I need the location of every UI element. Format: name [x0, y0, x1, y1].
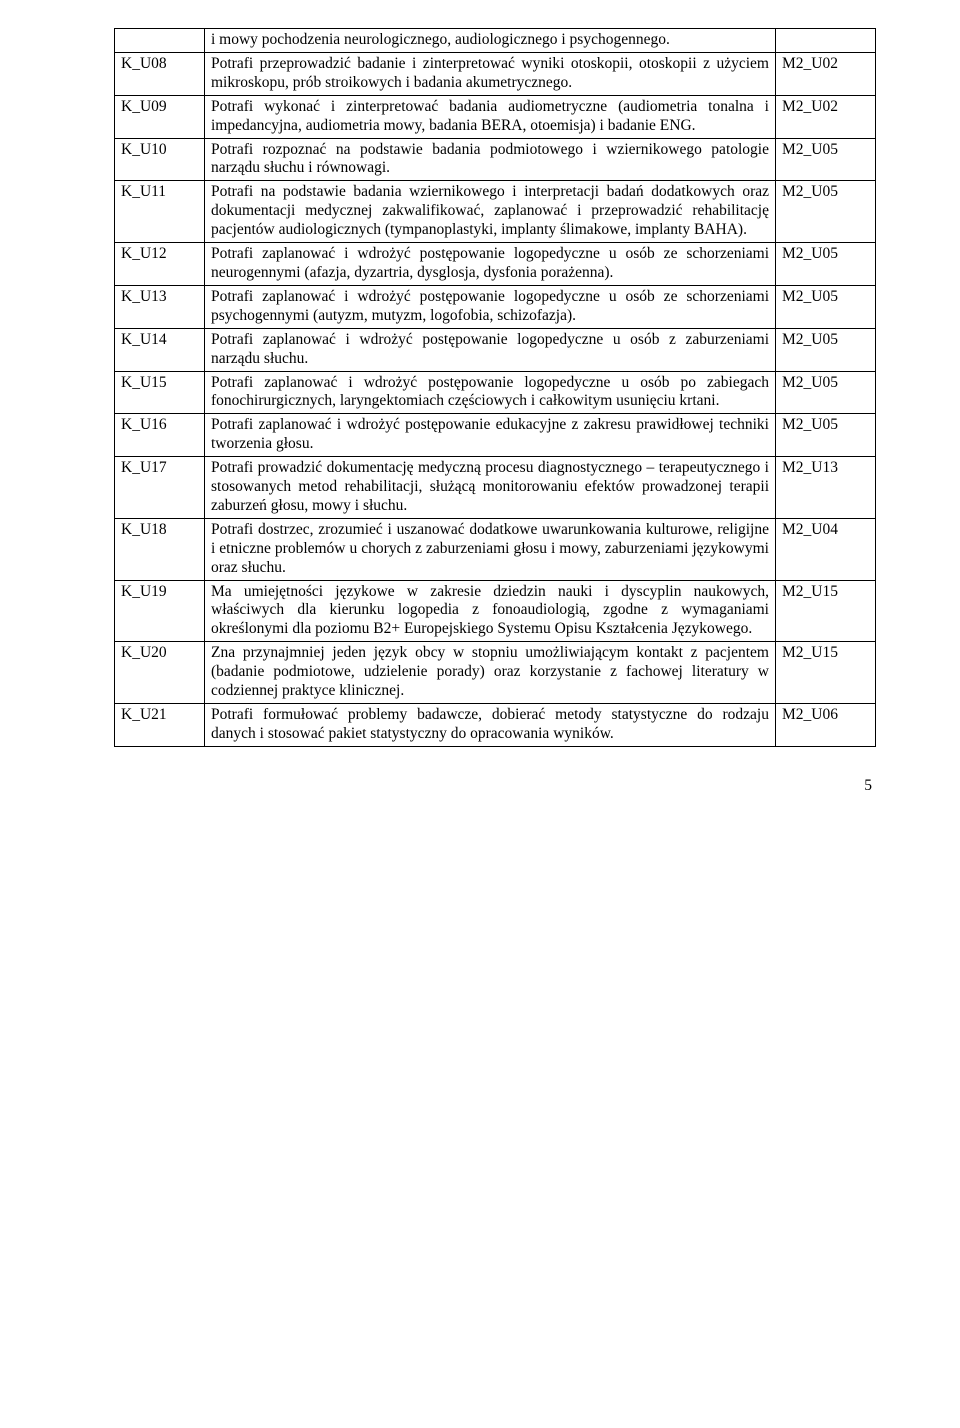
code-cell: K_U11: [115, 181, 205, 243]
code-cell: K_U09: [115, 95, 205, 138]
code-cell: K_U08: [115, 52, 205, 95]
ref-cell: M2_U15: [776, 580, 876, 642]
desc-cell: Potrafi zaplanować i wdrożyć postępowani…: [205, 414, 776, 457]
desc-cell: Potrafi dostrzec, zrozumieć i uszanować …: [205, 518, 776, 580]
ref-cell: M2_U05: [776, 328, 876, 371]
code-cell: K_U14: [115, 328, 205, 371]
ref-cell: M2_U05: [776, 285, 876, 328]
desc-cell: Potrafi formułować problemy badawcze, do…: [205, 704, 776, 747]
code-cell: K_U13: [115, 285, 205, 328]
desc-cell: Potrafi zaplanować i wdrożyć postępowani…: [205, 285, 776, 328]
code-cell: K_U12: [115, 243, 205, 286]
table-row: K_U19Ma umiejętności językowe w zakresie…: [115, 580, 876, 642]
desc-cell: Potrafi rozpoznać na podstawie badania p…: [205, 138, 776, 181]
table-row: K_U18Potrafi dostrzec, zrozumieć i uszan…: [115, 518, 876, 580]
desc-cell: Potrafi przeprowadzić badanie i zinterpr…: [205, 52, 776, 95]
desc-cell: Potrafi na podstawie badania wziernikowe…: [205, 181, 776, 243]
code-cell: K_U21: [115, 704, 205, 747]
code-cell: [115, 29, 205, 53]
ref-cell: M2_U02: [776, 95, 876, 138]
code-cell: K_U15: [115, 371, 205, 414]
desc-cell: i mowy pochodzenia neurologicznego, audi…: [205, 29, 776, 53]
ref-cell: M2_U13: [776, 457, 876, 519]
ref-cell: M2_U06: [776, 704, 876, 747]
code-cell: K_U10: [115, 138, 205, 181]
table-row: K_U13Potrafi zaplanować i wdrożyć postęp…: [115, 285, 876, 328]
ref-cell: M2_U05: [776, 414, 876, 457]
table-row: i mowy pochodzenia neurologicznego, audi…: [115, 29, 876, 53]
desc-cell: Potrafi zaplanować i wdrożyć postępowani…: [205, 243, 776, 286]
desc-cell: Potrafi zaplanować i wdrożyć postępowani…: [205, 371, 776, 414]
table-row: K_U10Potrafi rozpoznać na podstawie bada…: [115, 138, 876, 181]
desc-cell: Potrafi zaplanować i wdrożyć postępowani…: [205, 328, 776, 371]
ref-cell: M2_U05: [776, 243, 876, 286]
desc-cell: Zna przynajmniej jeden język obcy w stop…: [205, 642, 776, 704]
table-row: K_U17Potrafi prowadzić dokumentację medy…: [115, 457, 876, 519]
table-row: K_U12Potrafi zaplanować i wdrożyć postęp…: [115, 243, 876, 286]
code-cell: K_U20: [115, 642, 205, 704]
page-number: 5: [114, 747, 876, 795]
desc-cell: Ma umiejętności językowe w zakresie dzie…: [205, 580, 776, 642]
code-cell: K_U16: [115, 414, 205, 457]
table-row: K_U15Potrafi zaplanować i wdrożyć postęp…: [115, 371, 876, 414]
table-row: K_U16Potrafi zaplanować i wdrożyć postęp…: [115, 414, 876, 457]
ref-cell: M2_U04: [776, 518, 876, 580]
document-page: i mowy pochodzenia neurologicznego, audi…: [0, 0, 960, 835]
desc-cell: Potrafi prowadzić dokumentację medyczną …: [205, 457, 776, 519]
code-cell: K_U17: [115, 457, 205, 519]
table-row: K_U20Zna przynajmniej jeden język obcy w…: [115, 642, 876, 704]
ref-cell: M2_U15: [776, 642, 876, 704]
table-row: K_U21Potrafi formułować problemy badawcz…: [115, 704, 876, 747]
ref-cell: [776, 29, 876, 53]
ref-cell: M2_U02: [776, 52, 876, 95]
table-row: K_U08Potrafi przeprowadzić badanie i zin…: [115, 52, 876, 95]
ref-cell: M2_U05: [776, 138, 876, 181]
code-cell: K_U18: [115, 518, 205, 580]
table-row: K_U09Potrafi wykonać i zinterpretować ba…: [115, 95, 876, 138]
code-cell: K_U19: [115, 580, 205, 642]
desc-cell: Potrafi wykonać i zinterpretować badania…: [205, 95, 776, 138]
outcomes-table: i mowy pochodzenia neurologicznego, audi…: [114, 28, 876, 747]
table-row: K_U11Potrafi na podstawie badania wziern…: [115, 181, 876, 243]
ref-cell: M2_U05: [776, 371, 876, 414]
table-row: K_U14Potrafi zaplanować i wdrożyć postęp…: [115, 328, 876, 371]
ref-cell: M2_U05: [776, 181, 876, 243]
